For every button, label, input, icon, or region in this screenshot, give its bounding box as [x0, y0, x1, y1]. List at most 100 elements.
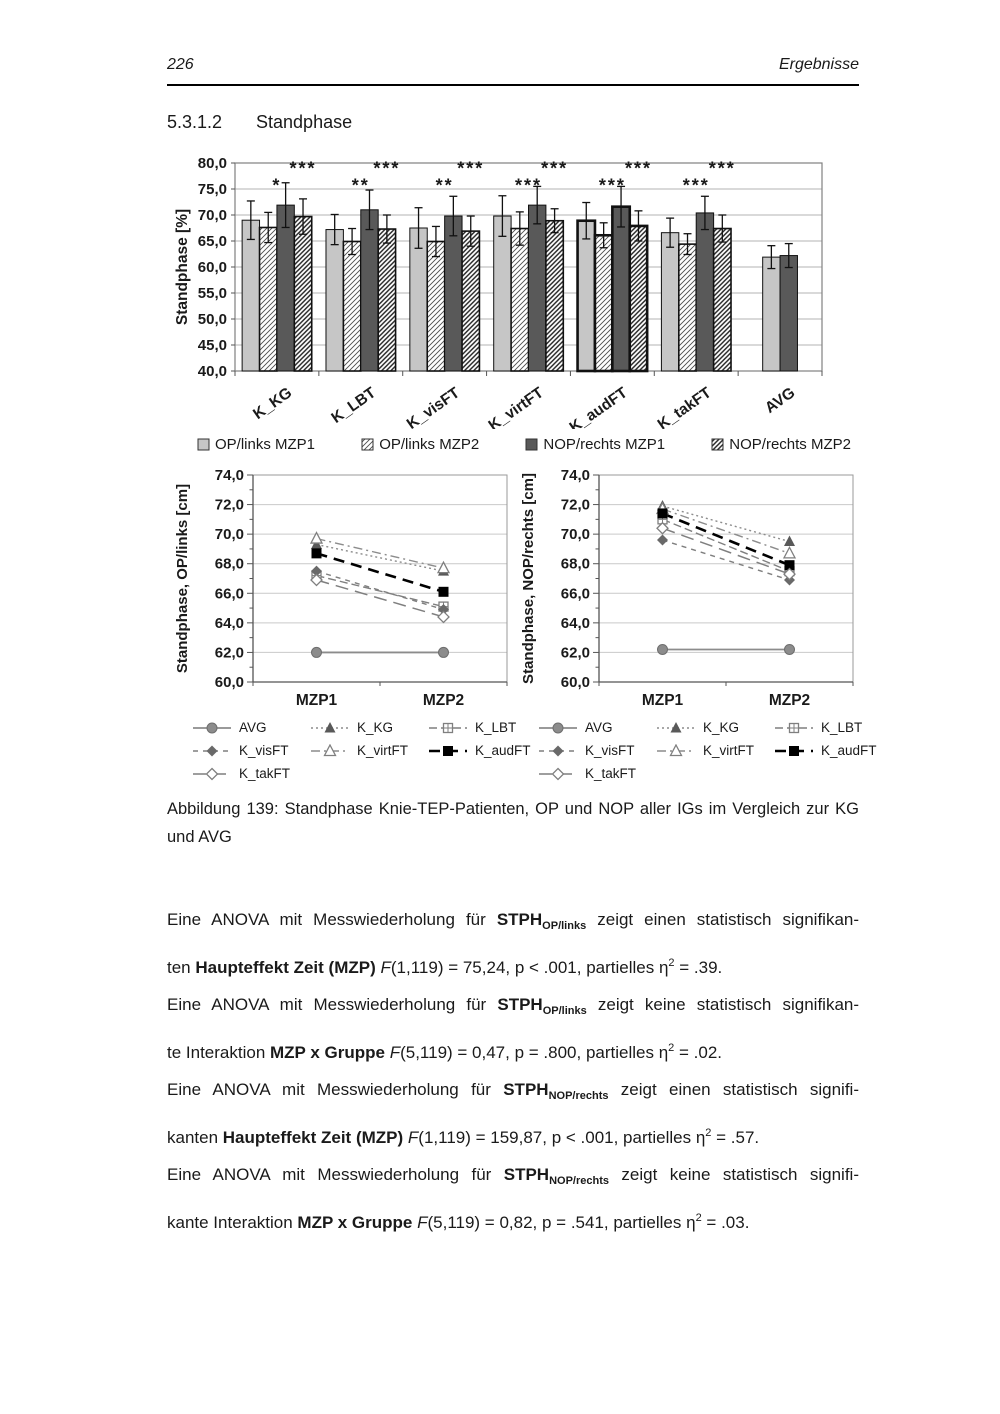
svg-text:60,0: 60,0 — [198, 259, 227, 276]
svg-text:66,0: 66,0 — [561, 585, 590, 602]
figure-139: 40,0 45,0 50,0 55,0 60,0 65,0 70,0 75,0 80,0 * ***… — [167, 153, 877, 851]
svg-text:**: ** — [352, 176, 370, 196]
text-line: Eine ANOVA mit Messwiederholung für STPH… — [167, 1080, 859, 1102]
line-legend-item: K_KG — [309, 720, 427, 735]
text-line: Abbildung 139: Standphase Knie-TEP-Patie… — [167, 800, 859, 818]
svg-text:K_LBT: K_LBT — [328, 384, 379, 427]
line-legend-item: K_LBT — [427, 720, 531, 735]
svg-text:45,0: 45,0 — [198, 337, 227, 354]
svg-text:***: *** — [683, 176, 710, 196]
line-legend-item: K_takFT — [191, 766, 309, 781]
bar-chart-legend: OP/links MZP1 OP/links MZP2 NOP/rechts MZP… — [167, 434, 859, 453]
svg-text:AVG: AVG — [762, 384, 798, 417]
svg-text:80,0: 80,0 — [198, 155, 227, 172]
line-legend-item: K_visFT — [191, 743, 309, 758]
line-chart-legend-op: AVG K_KG K_LBT K_visFT K_virtFT K_audFT K_takF… — [167, 720, 531, 781]
svg-text:MZP1: MZP1 — [296, 692, 338, 709]
svg-text:***: *** — [373, 158, 400, 178]
bar-legend-label: NOP/rechts MZP2 — [729, 436, 851, 453]
line-legend-item: K_visFT — [537, 743, 655, 758]
svg-text:***: *** — [541, 158, 568, 178]
line-legend-item: K_audFT — [773, 743, 877, 758]
line-legend-item: AVG — [191, 720, 309, 735]
bar-legend-label: OP/links MZP1 — [215, 436, 316, 453]
line-legend-marker-icon — [539, 767, 577, 780]
svg-text:70,0: 70,0 — [198, 207, 227, 224]
page-number: 226 — [167, 56, 194, 73]
svg-text:64,0: 64,0 — [561, 615, 590, 632]
line-chart-col-op: 60,0 62,0 64,0 66,0 68,0 70,0 72,0 74,0 MZP1 MZP2… — [167, 467, 531, 781]
section-title: Standphase — [256, 112, 353, 132]
line-legend-label: K_virtFT — [703, 743, 755, 758]
svg-text:Standphase [%]: Standphase [%] — [174, 209, 191, 325]
line-legend-marker-icon — [539, 745, 577, 756]
bar-legend-swatch-icon — [525, 438, 538, 451]
line-legend-item: K_KG — [655, 720, 773, 735]
svg-text:62,0: 62,0 — [561, 644, 590, 661]
svg-text:MZP2: MZP2 — [769, 692, 810, 709]
line-legend-marker-icon — [193, 722, 231, 733]
svg-text:40,0: 40,0 — [198, 363, 227, 380]
svg-text:72,0: 72,0 — [561, 497, 590, 514]
line-legend-marker-icon — [657, 743, 695, 756]
line-legend-marker-icon — [539, 722, 577, 733]
bar-legend-label: NOP/rechts MZP1 — [543, 436, 666, 453]
bar-legend-swatch-icon — [197, 438, 210, 451]
svg-text:64,0: 64,0 — [215, 615, 244, 632]
bar-legend-label: OP/links MZP2 — [379, 436, 480, 453]
svg-text:***: *** — [457, 158, 484, 178]
line-legend-marker-icon — [775, 745, 813, 756]
svg-text:55,0: 55,0 — [198, 285, 227, 302]
svg-text:50,0: 50,0 — [198, 311, 227, 328]
text-line: ten Haupteffekt Zeit (MZP) F(1,119) = 75… — [167, 957, 723, 977]
text-line: und AVG — [167, 828, 232, 846]
bar-legend-swatch-icon — [711, 438, 724, 451]
bar-legend-item: OP/links MZP1 — [197, 436, 315, 453]
svg-text:MZP2: MZP2 — [423, 692, 464, 709]
svg-text:60,0: 60,0 — [215, 674, 244, 691]
line-legend-marker-icon — [193, 745, 231, 756]
line-legend-label: K_takFT — [239, 766, 291, 781]
svg-text:70,0: 70,0 — [561, 526, 590, 543]
line-legend-label: K_visFT — [585, 743, 635, 758]
line-legend-label: K_KG — [357, 720, 394, 735]
section-heading: 5.3.1.2 Standphase — [167, 112, 859, 133]
text-line: Eine ANOVA mit Messwiederholung für STPH… — [167, 995, 860, 1017]
bar-legend-item: OP/links MZP2 — [361, 436, 479, 453]
svg-text:Standphase, NOP/rechts [cm]: Standphase, NOP/rechts [cm] — [520, 473, 537, 684]
page-header: 226 Ergebnisse — [167, 0, 859, 86]
svg-text:***: *** — [625, 158, 652, 178]
svg-text:K_virtFT: K_virtFT — [486, 384, 548, 429]
line-legend-label: AVG — [585, 720, 613, 735]
line-legend-label: K_virtFT — [357, 743, 409, 758]
line-chart-nop-rechts: 60,0 62,0 64,0 66,0 68,0 70,0 72,0 74,0 MZP1 MZP2… — [520, 467, 854, 709]
line-legend-marker-icon — [193, 767, 231, 780]
line-legend-marker-icon — [311, 721, 349, 732]
svg-text:K_takFT: K_takFT — [655, 384, 715, 429]
figure-caption: Abbildung 139: Standphase Knie-TEP-Patie… — [167, 795, 859, 851]
svg-text:74,0: 74,0 — [215, 467, 244, 484]
svg-text:74,0: 74,0 — [561, 467, 590, 484]
svg-text:70,0: 70,0 — [215, 526, 244, 543]
line-legend-label: K_KG — [703, 720, 740, 735]
svg-text:65,0: 65,0 — [198, 233, 227, 250]
line-legend-marker-icon — [657, 721, 695, 732]
text-line: te Interaktion MZP x Gruppe F(5,119) = 0… — [167, 1042, 723, 1062]
bar-chart-standphase: 40,045,050,055,060,065,070,075,080,0****… — [174, 155, 823, 436]
line-legend-label: K_LBT — [475, 720, 517, 735]
line-legend-marker-icon — [429, 745, 467, 756]
line-legend-item: K_takFT — [537, 766, 655, 781]
line-legend-label: K_LBT — [821, 720, 863, 735]
bar-legend-item: NOP/rechts MZP1 — [525, 436, 665, 453]
running-header: Ergebnisse — [778, 56, 859, 73]
text-line: Eine ANOVA mit Messwiederholung für STPH… — [167, 910, 860, 932]
line-legend-item: AVG — [537, 720, 655, 735]
svg-text:***: *** — [709, 158, 736, 178]
svg-text:***: *** — [290, 158, 317, 178]
line-chart-legend-nop: AVG K_KG K_LBT K_visFT K_virtFT K_audFT K_takF… — [513, 720, 877, 781]
line-charts-row: 60,0 62,0 64,0 66,0 68,0 70,0 72,0 74,0 MZP1 MZP2… — [167, 467, 877, 781]
text-line: kanten Haupteffekt Zeit (MZP) F(1,119) =… — [167, 1127, 760, 1147]
text-line: kante Interaktion MZP x Gruppe F(5,119) … — [167, 1212, 750, 1232]
svg-text:***: *** — [599, 176, 626, 196]
